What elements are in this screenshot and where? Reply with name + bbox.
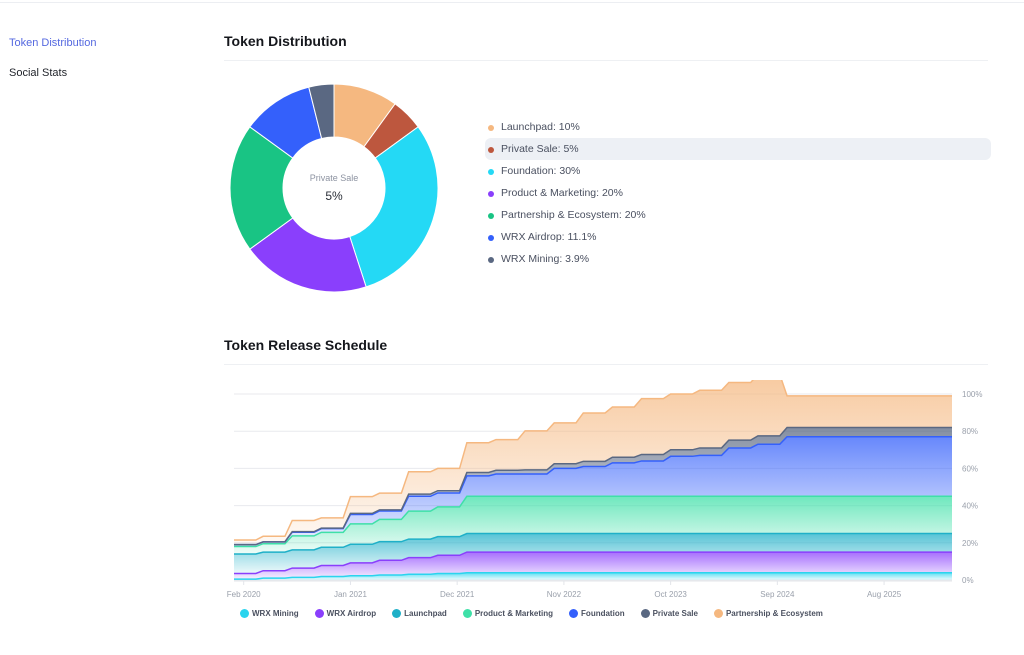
line-wrx-mining	[234, 571, 952, 580]
area-foundation	[234, 436, 952, 547]
donut-slice-foundation[interactable]	[349, 126, 439, 288]
donut-slice-product-and-marketing[interactable]	[249, 217, 367, 293]
legend-label: Private Sale: 5%	[501, 143, 579, 155]
legend-item-product-and-marketing[interactable]: Product & Marketing: 20%	[485, 182, 991, 204]
legend-dot-icon	[488, 146, 494, 153]
y-tick-label: 100%	[962, 390, 982, 399]
legend-label: Product & Marketing	[474, 609, 554, 618]
legend-label: Partnership & Ecosystem	[725, 609, 823, 618]
legend-label: Launchpad	[404, 609, 447, 618]
donut-center-label: Private Sale	[309, 173, 359, 183]
legend-dot-icon	[488, 234, 494, 241]
y-tick-label: 20%	[962, 539, 978, 548]
legend-dot-icon	[488, 256, 494, 263]
x-tick-label: Aug 2025	[867, 590, 902, 599]
y-tick-label: 80%	[962, 427, 978, 436]
x-tick-label: Nov 2022	[547, 590, 582, 599]
legend-dot-icon	[488, 212, 494, 219]
x-tick-label: Sep 2024	[760, 590, 795, 599]
donut-slice-partnership-and-ecosystem[interactable]	[229, 126, 294, 250]
area-product-and-marketing	[234, 496, 952, 554]
x-tick-label: Feb 2020	[227, 590, 261, 599]
legend-item-product-and-marketing[interactable]: Product & Marketing	[462, 609, 554, 618]
legend-dot-icon	[392, 609, 402, 618]
legend-dot-icon	[569, 609, 579, 618]
line-product-and-marketing	[234, 495, 952, 548]
legend-label: WRX Airdrop: 11.1%	[501, 231, 597, 243]
legend-dot-icon	[488, 124, 494, 131]
legend-item-wrx-airdrop[interactable]: WRX Airdrop	[314, 609, 377, 618]
x-tick-label: Jan 2021	[334, 590, 367, 599]
legend-label: WRX Airdrop	[326, 609, 377, 618]
area-partnership-and-ecosystem	[234, 380, 952, 545]
sidebar-item-token-distribution[interactable]: Token Distribution	[9, 37, 97, 49]
legend-dot-icon	[713, 609, 723, 618]
legend-label: Product & Marketing: 20%	[501, 187, 623, 199]
legend-item-foundation[interactable]: Foundation: 30%	[485, 160, 991, 182]
token-distribution-title: Token Distribution	[224, 33, 347, 49]
sidebar-nav: Token Distribution Social Stats	[9, 36, 96, 96]
donut-slice-wrx-mining[interactable]	[308, 83, 335, 140]
x-tick-label: Oct 2023	[654, 590, 687, 599]
legend-dot-icon	[240, 609, 249, 618]
legend-dot-icon	[314, 609, 324, 618]
legend-label: WRX Mining: 3.9%	[501, 253, 590, 265]
y-tick-label: 60%	[962, 464, 978, 473]
top-divider	[0, 2, 1024, 3]
line-foundation	[234, 436, 952, 546]
legend-label: Private Sale	[652, 609, 698, 618]
legend-item-wrx-mining[interactable]: WRX Mining: 3.9%	[485, 248, 991, 270]
release-chart-legend: WRX Mining WRX Airdrop Launchpad Product & …	[240, 609, 839, 618]
legend-label: Foundation: 30%	[501, 165, 581, 177]
legend-item-wrx-airdrop[interactable]: WRX Airdrop: 11.1%	[485, 226, 991, 248]
legend-label: WRX Mining	[252, 609, 299, 618]
legend-dot-icon	[488, 190, 494, 197]
legend-item-foundation[interactable]: Foundation	[569, 609, 625, 618]
y-tick-label: 40%	[962, 502, 978, 511]
line-wrx-airdrop	[234, 551, 952, 575]
legend-item-wrx-mining[interactable]: WRX Mining	[240, 609, 299, 618]
section-divider	[224, 60, 988, 61]
distribution-legend: Launchpad: 10% Private Sale: 5% Foundation…	[485, 116, 991, 270]
line-launchpad	[234, 532, 952, 555]
x-tick-label: Dec 2021	[440, 590, 475, 599]
legend-item-launchpad[interactable]: Launchpad: 10%	[485, 116, 991, 138]
line-private-sale	[234, 426, 952, 546]
line-partnership-and-ecosystem	[234, 380, 952, 541]
legend-label: Foundation	[581, 609, 625, 618]
section-divider	[224, 364, 988, 365]
donut-center-value: 5%	[325, 189, 343, 203]
token-release-area-chart: 0% 20% 40% 60% 80% 100% Feb 2020 Jan 2021 Dec 20…	[227, 380, 982, 599]
legend-item-private-sale[interactable]: Private Sale	[640, 609, 698, 618]
legend-item-private-sale[interactable]: Private Sale: 5%	[485, 138, 991, 160]
token-release-schedule-title: Token Release Schedule	[224, 337, 388, 353]
legend-item-launchpad[interactable]: Launchpad	[392, 609, 447, 618]
legend-dot-icon	[462, 609, 472, 618]
legend-dot-icon	[488, 168, 494, 175]
sidebar-item-social-stats[interactable]: Social Stats	[9, 67, 68, 79]
legend-item-partnership-and-ecosystem[interactable]: Partnership & Ecosystem: 20%	[485, 204, 991, 226]
y-tick-label: 0%	[962, 576, 974, 585]
area-launchpad	[234, 533, 952, 574]
legend-item-partnership-and-ecosystem[interactable]: Partnership & Ecosystem	[713, 609, 823, 618]
legend-label: Launchpad: 10%	[501, 121, 580, 133]
token-distribution-donut-chart	[229, 83, 439, 293]
legend-label: Partnership & Ecosystem: 20%	[501, 209, 646, 221]
legend-dot-icon	[640, 609, 650, 618]
